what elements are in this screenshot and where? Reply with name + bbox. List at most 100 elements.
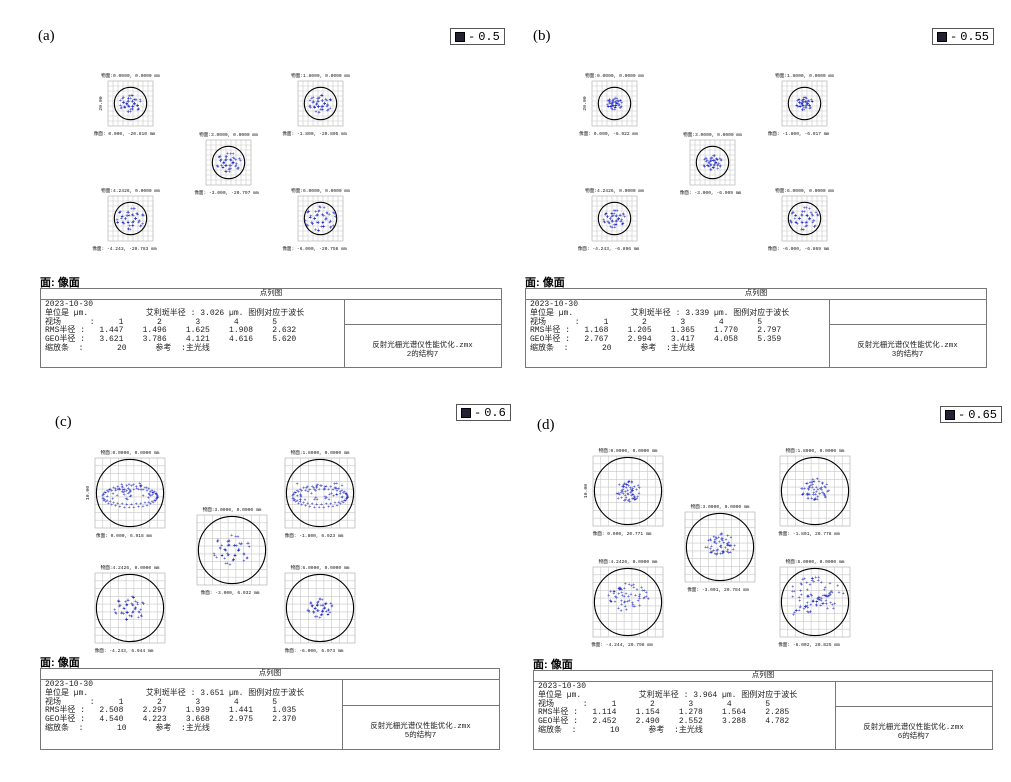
spot-frame <box>297 80 343 126</box>
spot-point: + <box>130 223 133 229</box>
spot-point: + <box>624 604 627 610</box>
spot-point: + <box>806 492 809 498</box>
spot-point: + <box>118 604 121 610</box>
spot-point: + <box>794 213 797 219</box>
spot-point: + <box>344 492 347 498</box>
spot-point: + <box>151 493 154 499</box>
spot-point: + <box>809 97 812 103</box>
spot-point: + <box>800 486 803 492</box>
spot-point: + <box>231 151 234 157</box>
spot-point: + <box>237 547 240 553</box>
spot-point: + <box>828 591 831 597</box>
spot-point: + <box>238 158 241 164</box>
spot-point: + <box>116 487 119 493</box>
spot-point: + <box>324 602 327 608</box>
spot-point: + <box>131 602 134 608</box>
spot-point: + <box>809 603 812 609</box>
spot-point: + <box>801 577 804 583</box>
spot-point: + <box>800 219 803 225</box>
spot-point: + <box>617 216 620 222</box>
spot-point: + <box>640 585 643 591</box>
spot-point: + <box>793 213 796 219</box>
airy-circle <box>780 567 850 637</box>
spot-point: + <box>224 157 227 163</box>
spot-point: + <box>152 490 155 496</box>
spot-point: + <box>804 103 807 109</box>
spot-point: + <box>810 212 813 218</box>
spot-point: + <box>224 163 227 169</box>
spot-point: + <box>143 485 146 491</box>
spot-point: + <box>120 610 123 616</box>
spot-point: + <box>318 204 321 210</box>
spot-point: + <box>346 494 349 500</box>
spot-point: + <box>805 223 808 229</box>
spot-point: + <box>112 500 115 506</box>
spot-point: + <box>809 609 812 615</box>
spot-point: + <box>215 555 218 561</box>
spot-point: + <box>118 210 121 216</box>
spot-frame <box>297 195 343 241</box>
image-field-label: 像面: -1.800, -20.805 mm <box>282 130 347 137</box>
spot-point: + <box>611 97 614 103</box>
spot-point: + <box>240 541 243 547</box>
spot-point: + <box>638 594 641 600</box>
spot-point: + <box>800 581 803 587</box>
spot-point: + <box>130 106 133 112</box>
spot-point: + <box>337 486 340 492</box>
spot-point: + <box>116 485 119 491</box>
spot-point: + <box>228 163 231 169</box>
spot-point: + <box>704 155 707 161</box>
legend-dash: - <box>950 30 958 44</box>
object-field-label: 物面:3.0000, 0.0000 mm <box>199 131 258 138</box>
spot-point: + <box>613 99 616 105</box>
spot-point: + <box>320 93 323 99</box>
spot-point: + <box>128 109 131 115</box>
spot-point: + <box>809 210 812 216</box>
spot-point: + <box>223 556 226 562</box>
spot-point: + <box>805 102 808 108</box>
spot-point: + <box>610 106 613 112</box>
spot-point: + <box>222 160 225 166</box>
spot-point: + <box>815 600 818 606</box>
spot-point: + <box>228 539 231 545</box>
spot-point: + <box>311 95 314 101</box>
spot-point: + <box>344 498 347 504</box>
spot-point: + <box>824 585 827 591</box>
spot-point: + <box>728 543 731 549</box>
spot-point: + <box>122 490 125 496</box>
spot-point: + <box>608 216 611 222</box>
spot-point: + <box>827 594 830 600</box>
spot-point: + <box>313 227 316 233</box>
spot-point: + <box>224 561 227 567</box>
spot-point: + <box>803 99 806 105</box>
spot-point: + <box>634 593 637 599</box>
spot-frame <box>779 455 851 527</box>
spot-point: + <box>308 104 311 110</box>
spot-point: + <box>812 224 815 230</box>
spot-point: + <box>722 549 725 555</box>
spot-point: + <box>712 162 715 168</box>
spot-point: + <box>134 605 137 611</box>
spot-point: + <box>103 497 106 503</box>
spot-point: + <box>218 153 221 159</box>
spot-point: + <box>305 210 308 216</box>
spot-point: + <box>323 101 326 107</box>
spot-point: + <box>132 595 135 601</box>
spot-point: + <box>119 105 122 111</box>
spot-frame <box>205 139 251 185</box>
spot-point: + <box>614 218 617 224</box>
spot-point: + <box>637 599 640 605</box>
spot-point: + <box>809 104 812 110</box>
spot-point: + <box>611 99 614 105</box>
spot-point: + <box>612 103 615 109</box>
spot-point: + <box>140 614 143 620</box>
spot-point: + <box>802 205 805 211</box>
object-field-label: 物面:6.0000, 0.0000 mm <box>291 564 350 571</box>
report-title: 点列图 <box>41 289 501 300</box>
spot-point: + <box>710 544 713 550</box>
spot-point: + <box>606 214 609 220</box>
spot-point: + <box>798 598 801 604</box>
spot-point: + <box>339 489 342 495</box>
spot-diagram-field: ++++++++++++++++++++++++++++++++++++++++… <box>282 72 350 137</box>
report-line: RMS半径 : 2.508 2.297 1.939 1.441 1.035 <box>45 706 297 716</box>
